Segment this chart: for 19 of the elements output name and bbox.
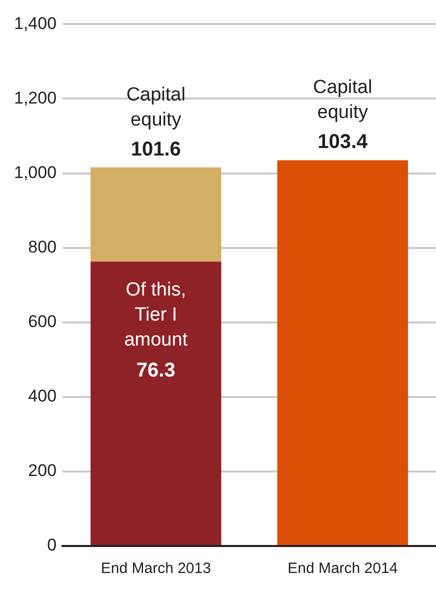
y-tick-label: 1,400: [14, 14, 57, 33]
annotation: 76.3: [136, 360, 176, 382]
y-tick-label: 1,000: [14, 162, 57, 182]
bar: [90, 167, 222, 262]
annotation: Capital equity: [126, 84, 186, 130]
y-tick-label: 1,200: [14, 88, 57, 108]
bar: [277, 160, 408, 545]
annotation: Of this, Tier I amount: [124, 280, 188, 351]
y-tick-label: 800: [28, 238, 57, 257]
annotation: Capital equity: [313, 77, 372, 124]
y-tick-label: 600: [28, 312, 57, 332]
y-tick-label: 400: [28, 386, 57, 406]
x-tick-label: End March 2014: [288, 560, 398, 578]
x-tick-label: End March 2013: [100, 560, 211, 578]
y-tick-label: 0: [47, 536, 57, 555]
annotation: 103.4: [318, 131, 369, 154]
y-tick-label: 200: [28, 461, 57, 480]
annotation: 101.6: [130, 138, 181, 160]
bar: [90, 262, 222, 545]
